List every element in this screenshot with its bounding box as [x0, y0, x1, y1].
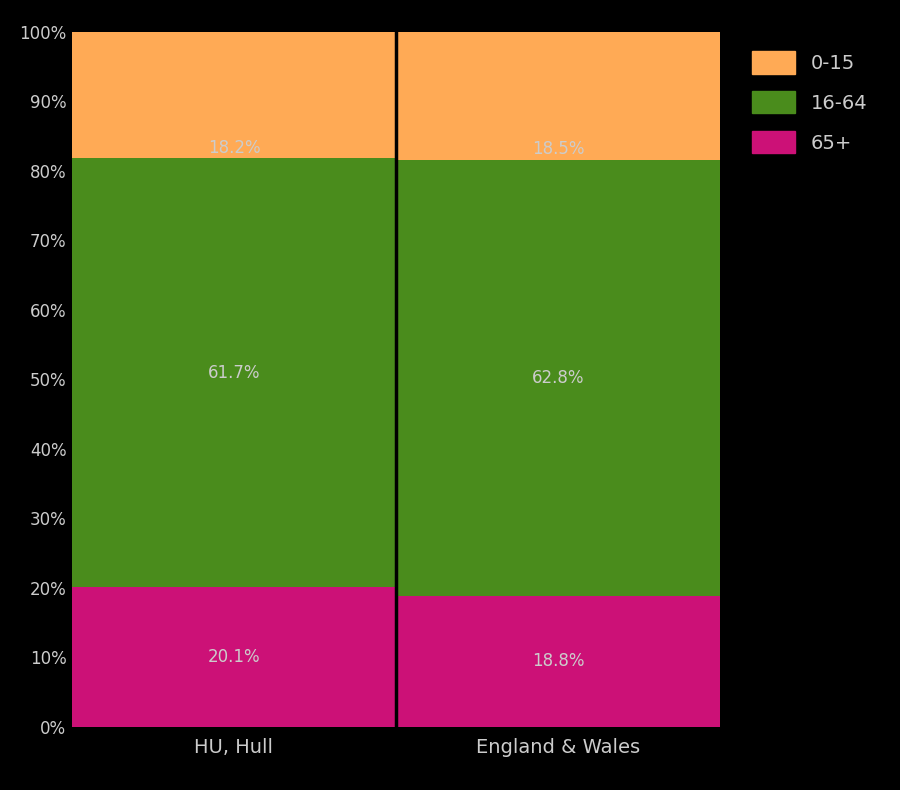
Bar: [72, 587, 396, 727]
Text: 62.8%: 62.8%: [532, 369, 584, 387]
Bar: [72, 158, 396, 587]
Legend: 0-15, 16-64, 65+: 0-15, 16-64, 65+: [742, 41, 878, 164]
Text: 20.1%: 20.1%: [208, 648, 260, 666]
Text: 61.7%: 61.7%: [208, 363, 260, 382]
Text: 18.5%: 18.5%: [532, 140, 584, 158]
Bar: [396, 596, 720, 727]
Text: 18.8%: 18.8%: [532, 653, 584, 671]
Bar: [396, 160, 720, 596]
Bar: [72, 32, 396, 158]
Bar: [396, 31, 720, 160]
Text: 18.2%: 18.2%: [208, 139, 260, 156]
